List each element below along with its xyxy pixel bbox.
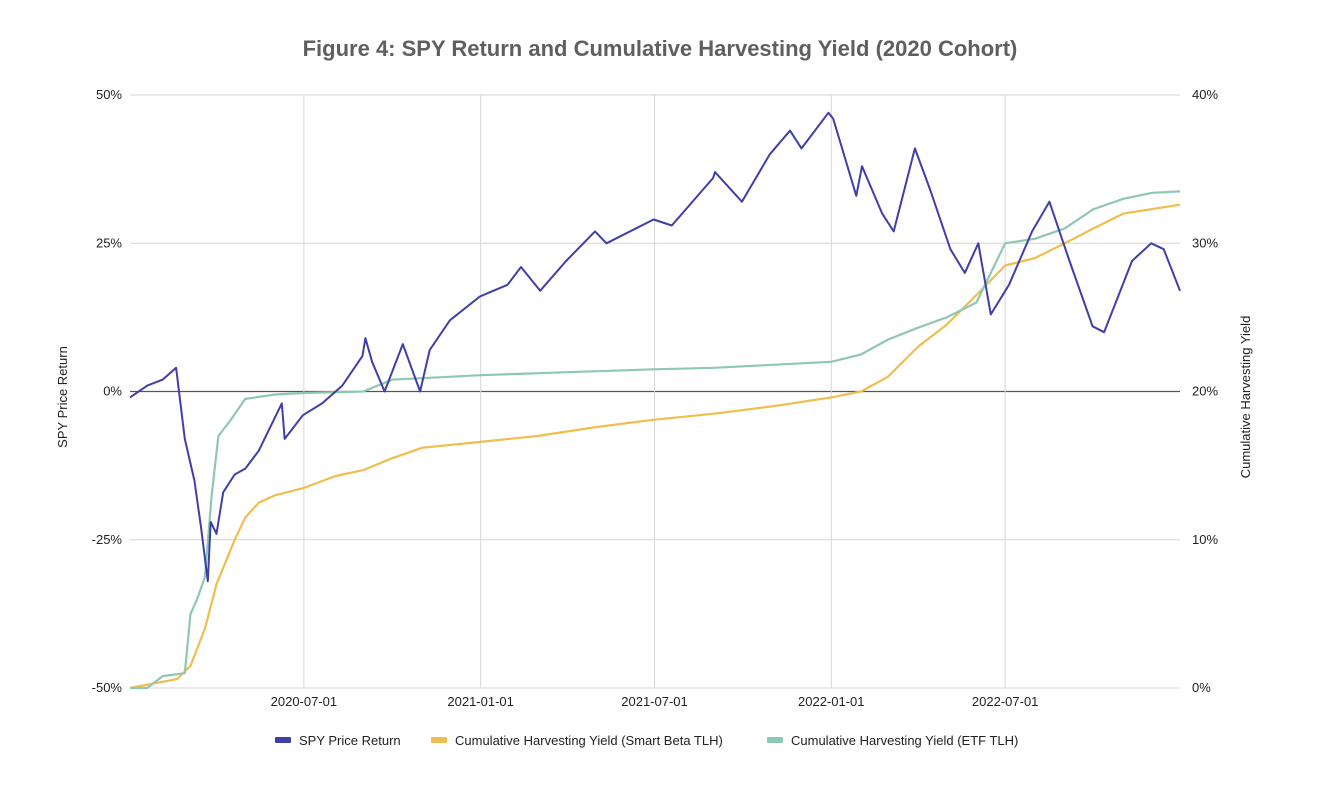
right-tick-label: 20%: [1192, 384, 1218, 399]
x-tick-label: 2021-07-01: [621, 694, 688, 709]
legend-label: Cumulative Harvesting Yield (ETF TLH): [791, 733, 1018, 748]
legend: SPY Price Return Cumulative Harvesting Yi…: [275, 733, 1018, 748]
x-tick-label: 2022-07-01: [972, 694, 1039, 709]
x-axis-ticks: 2020-07-01 2021-01-01 2021-07-01 2022-01-01…: [271, 694, 1039, 709]
legend-label: Cumulative Harvesting Yield (Smart Beta …: [455, 733, 723, 748]
right-tick-label: 0%: [1192, 680, 1211, 695]
legend-swatch: [275, 737, 291, 743]
x-tick-label: 2021-01-01: [447, 694, 514, 709]
series-line-cumulative-harvesting-yield-smart-beta-tlh: [129, 203, 1181, 690]
left-tick-label: 50%: [96, 87, 122, 102]
right-tick-label: 40%: [1192, 87, 1218, 102]
series-line-spy-price-return: [129, 111, 1181, 583]
left-tick-label: 0%: [103, 384, 122, 399]
chart-title: Figure 4: SPY Return and Cumulative Harv…: [303, 36, 1018, 61]
left-tick-label: 25%: [96, 235, 122, 250]
series-line-cumulative-harvesting-yield-etf-tlh: [130, 190, 1181, 690]
grid-layer: [130, 94, 1180, 689]
left-tick-label: -25%: [92, 532, 123, 547]
legend-swatch: [767, 737, 783, 743]
right-axis-title: Cumulative Harvesting Yield: [1238, 316, 1253, 479]
right-tick-label: 30%: [1192, 235, 1218, 250]
x-tick-label: 2022-01-01: [798, 694, 865, 709]
left-tick-label: -50%: [92, 680, 123, 695]
x-tick-label: 2020-07-01: [271, 694, 338, 709]
legend-swatch: [431, 737, 447, 743]
series-layer: [129, 111, 1181, 690]
right-axis-ticks: 0% 10% 20% 30% 40%: [1192, 87, 1218, 695]
left-axis-title: SPY Price Return: [55, 346, 70, 448]
left-axis-ticks: -50% -25% 0% 25% 50%: [92, 87, 123, 695]
right-tick-label: 10%: [1192, 532, 1218, 547]
legend-label: SPY Price Return: [299, 733, 401, 748]
